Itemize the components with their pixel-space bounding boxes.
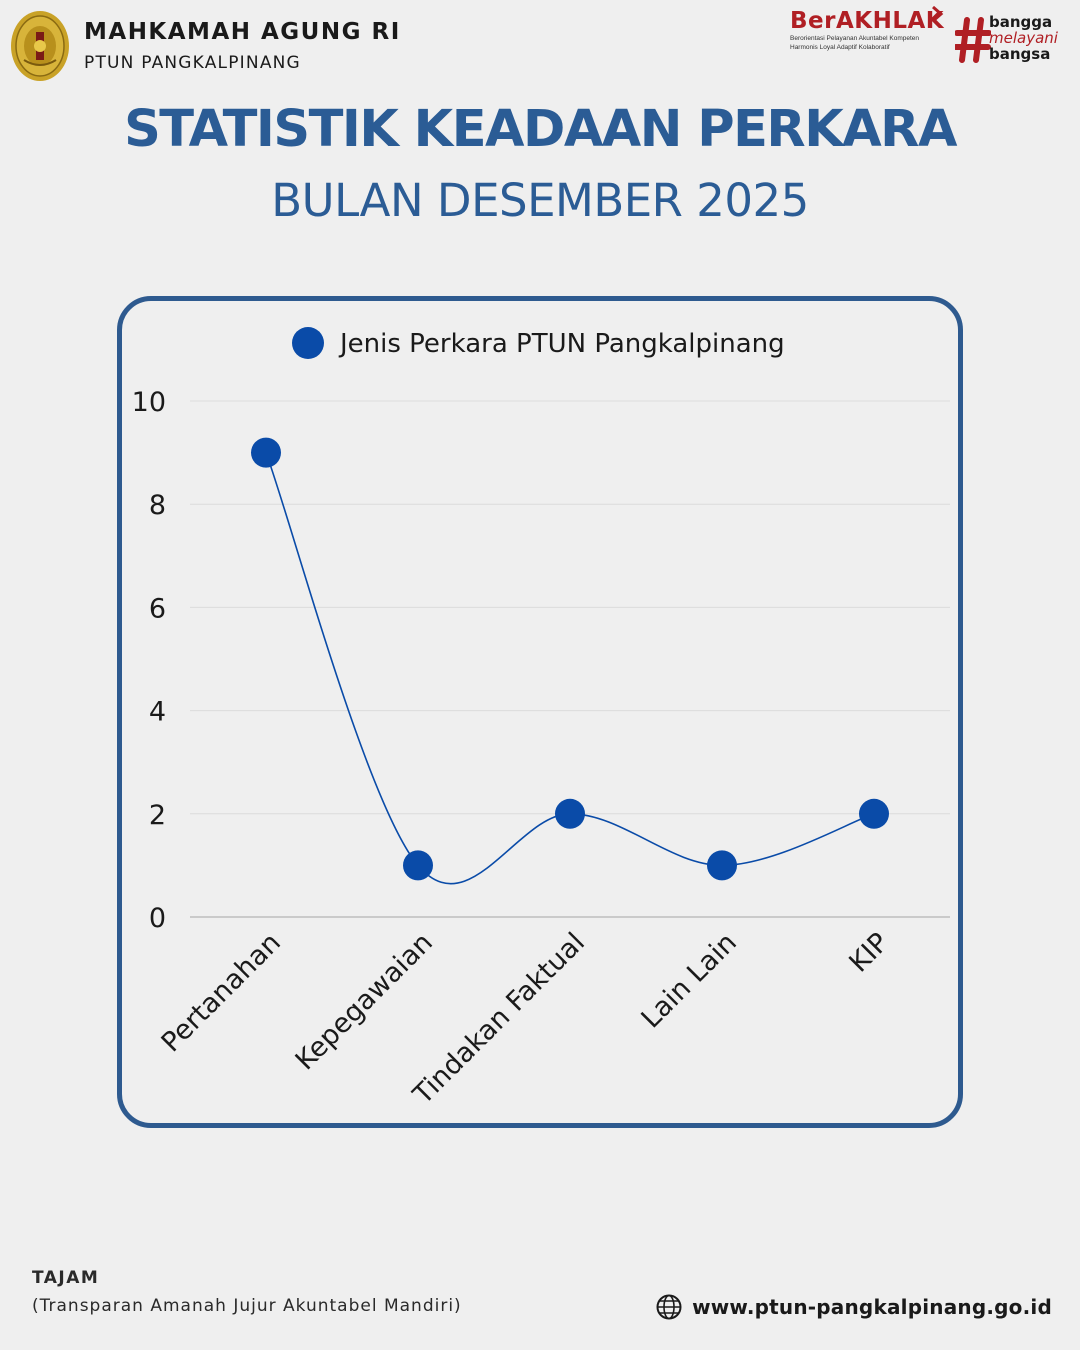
org-name: MAHKAMAH AGUNG RI xyxy=(84,19,401,45)
legend-label: Jenis Perkara PTUN Pangkalpinang xyxy=(338,329,785,359)
y-tick-labels: 0 2 4 6 8 10 xyxy=(132,387,166,934)
hashtag-icon xyxy=(955,17,991,63)
y-tick-label: 10 xyxy=(132,387,166,418)
footer-website[interactable]: www.ptun-pangkalpinang.go.id xyxy=(656,1294,1052,1320)
y-tick-label: 2 xyxy=(149,800,166,831)
data-point-pertanahan xyxy=(251,437,281,468)
website-url[interactable]: www.ptun-pangkalpinang.go.id xyxy=(692,1295,1052,1319)
mahkamah-agung-emblem-icon xyxy=(11,11,69,81)
bangga-word-2: melayani xyxy=(989,29,1058,47)
bangga-melayani-bangsa-logo: bangga melayani bangsa xyxy=(955,14,1075,70)
data-points xyxy=(251,437,889,881)
footer-title: TAJAM xyxy=(32,1268,100,1288)
chart-legend: Jenis Perkara PTUN Pangkalpinang xyxy=(292,327,785,359)
page-subtitle: BULAN DESEMBER 2025 xyxy=(271,174,809,227)
data-point-kip xyxy=(859,798,889,829)
data-point-kepegawaian xyxy=(403,850,433,881)
y-tick-label: 8 xyxy=(149,490,166,521)
legend-marker xyxy=(292,327,324,359)
globe-icon xyxy=(656,1294,682,1320)
y-tick-label: 6 xyxy=(149,593,166,624)
footer-subtitle: (Transparan Amanah Jujur Akuntabel Mandi… xyxy=(32,1296,462,1316)
y-tick-label: 0 xyxy=(149,903,166,934)
chart-frame xyxy=(117,296,963,1128)
berakhlak-word: BerAKHLAK xyxy=(790,8,945,34)
data-point-lain-lain xyxy=(707,850,737,881)
page-title: STATISTIK KEADAAN PERKARA xyxy=(124,100,957,159)
org-sub: PTUN PANGKALPINANG xyxy=(84,53,301,73)
data-point-tindakan-faktual xyxy=(555,798,585,829)
footer-motto: TAJAM (Transparan Amanah Jujur Akuntabel… xyxy=(32,1268,462,1316)
chevron-right-icon xyxy=(932,6,944,22)
bangga-word-1: bangga xyxy=(989,13,1053,31)
y-tick-label: 4 xyxy=(149,697,166,728)
berakhlak-logo: BerAKHLAK Berorientasi Pelayanan Akuntab… xyxy=(790,6,945,52)
header-identity: MAHKAMAH AGUNG RI PTUN PANGKALPINANG xyxy=(10,10,401,82)
berakhlak-tagline-1: Berorientasi Pelayanan Akuntabel Kompete… xyxy=(790,35,920,42)
series-line xyxy=(265,452,875,885)
berakhlak-tagline-2: Harmonis Loyal Adaptif Kolaboratif xyxy=(790,44,890,51)
bangga-word-3: bangsa xyxy=(989,45,1051,63)
